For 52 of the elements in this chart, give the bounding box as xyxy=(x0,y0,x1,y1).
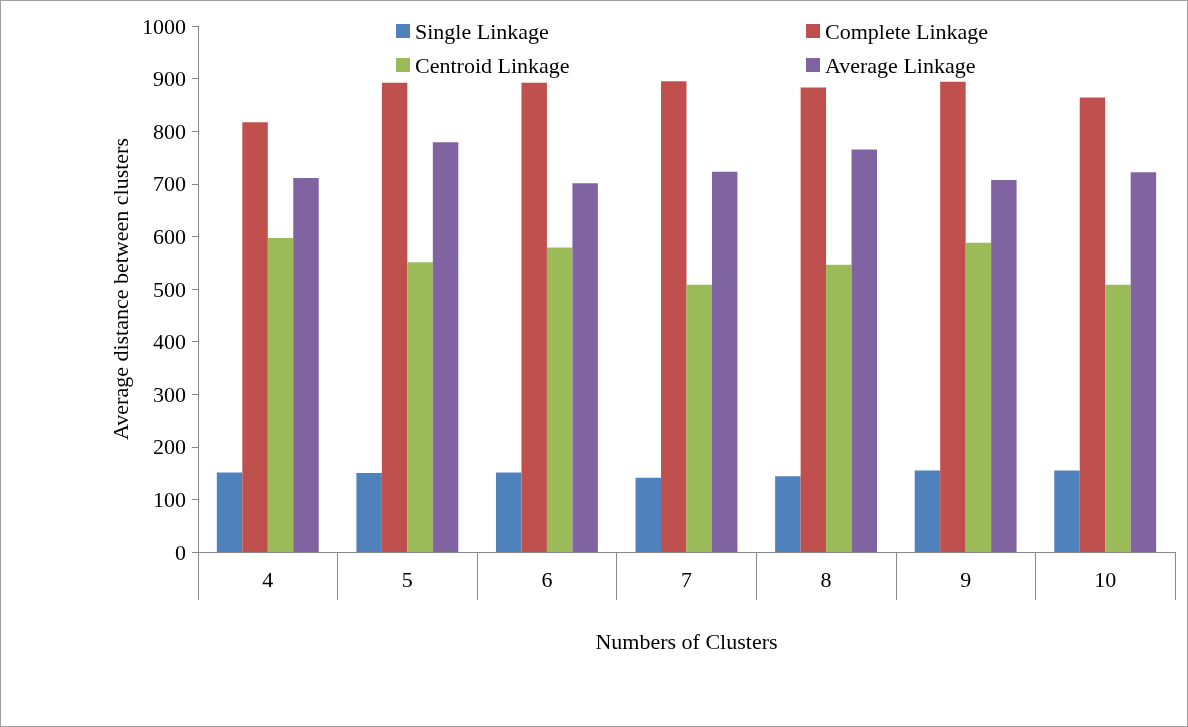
x-tick-label: 4 xyxy=(262,566,274,592)
x-tick-label: 9 xyxy=(960,566,972,592)
legend-label: Complete Linkage xyxy=(825,18,989,44)
bar xyxy=(293,178,319,552)
bar xyxy=(991,180,1017,552)
bar xyxy=(407,262,433,552)
bar xyxy=(381,82,408,552)
y-tick-label: 600 xyxy=(153,223,186,249)
bar xyxy=(851,149,878,552)
bar xyxy=(432,142,459,552)
bar xyxy=(800,87,827,552)
bar xyxy=(775,476,801,552)
y-tick-label: 300 xyxy=(153,381,186,407)
bar xyxy=(356,473,382,552)
bar xyxy=(661,81,687,552)
bar xyxy=(521,82,547,552)
y-tick-label: 800 xyxy=(153,118,186,144)
y-tick-label: 500 xyxy=(153,276,186,302)
bar xyxy=(686,284,712,552)
x-tick-label: 10 xyxy=(1094,566,1117,592)
y-tick-label: 900 xyxy=(153,66,186,92)
x-tick-label: 5 xyxy=(401,566,413,592)
bar xyxy=(826,264,852,552)
y-tick-label: 700 xyxy=(153,171,186,197)
bar xyxy=(965,242,992,552)
bar xyxy=(1079,97,1106,552)
legend-label: Centroid Linkage xyxy=(415,52,570,78)
y-tick-label: 0 xyxy=(175,539,186,565)
x-axis-title: Numbers of Clusters xyxy=(595,628,778,654)
bar xyxy=(1054,470,1080,552)
bar xyxy=(216,472,243,552)
bar xyxy=(914,470,941,552)
y-tick-label: 400 xyxy=(153,329,186,355)
bar xyxy=(242,122,268,552)
y-tick-label: 1000 xyxy=(142,13,186,39)
legend-label: Average Linkage xyxy=(825,52,976,78)
bar xyxy=(267,237,294,552)
y-axis-title: Average distance between clusters xyxy=(107,138,133,440)
bar xyxy=(940,81,966,552)
bar xyxy=(1130,172,1157,552)
bar xyxy=(635,477,662,552)
y-tick-label: 100 xyxy=(153,486,186,512)
x-tick-label: 6 xyxy=(541,566,553,592)
bar xyxy=(1105,284,1131,552)
x-tick-label: 7 xyxy=(681,566,692,592)
bar xyxy=(711,171,738,552)
x-tick-label: 8 xyxy=(820,566,832,592)
bar xyxy=(572,183,598,552)
y-tick-label: 200 xyxy=(153,434,186,460)
legend-label: Single Linkage xyxy=(415,18,549,44)
bar xyxy=(495,472,522,552)
bar xyxy=(546,247,573,552)
